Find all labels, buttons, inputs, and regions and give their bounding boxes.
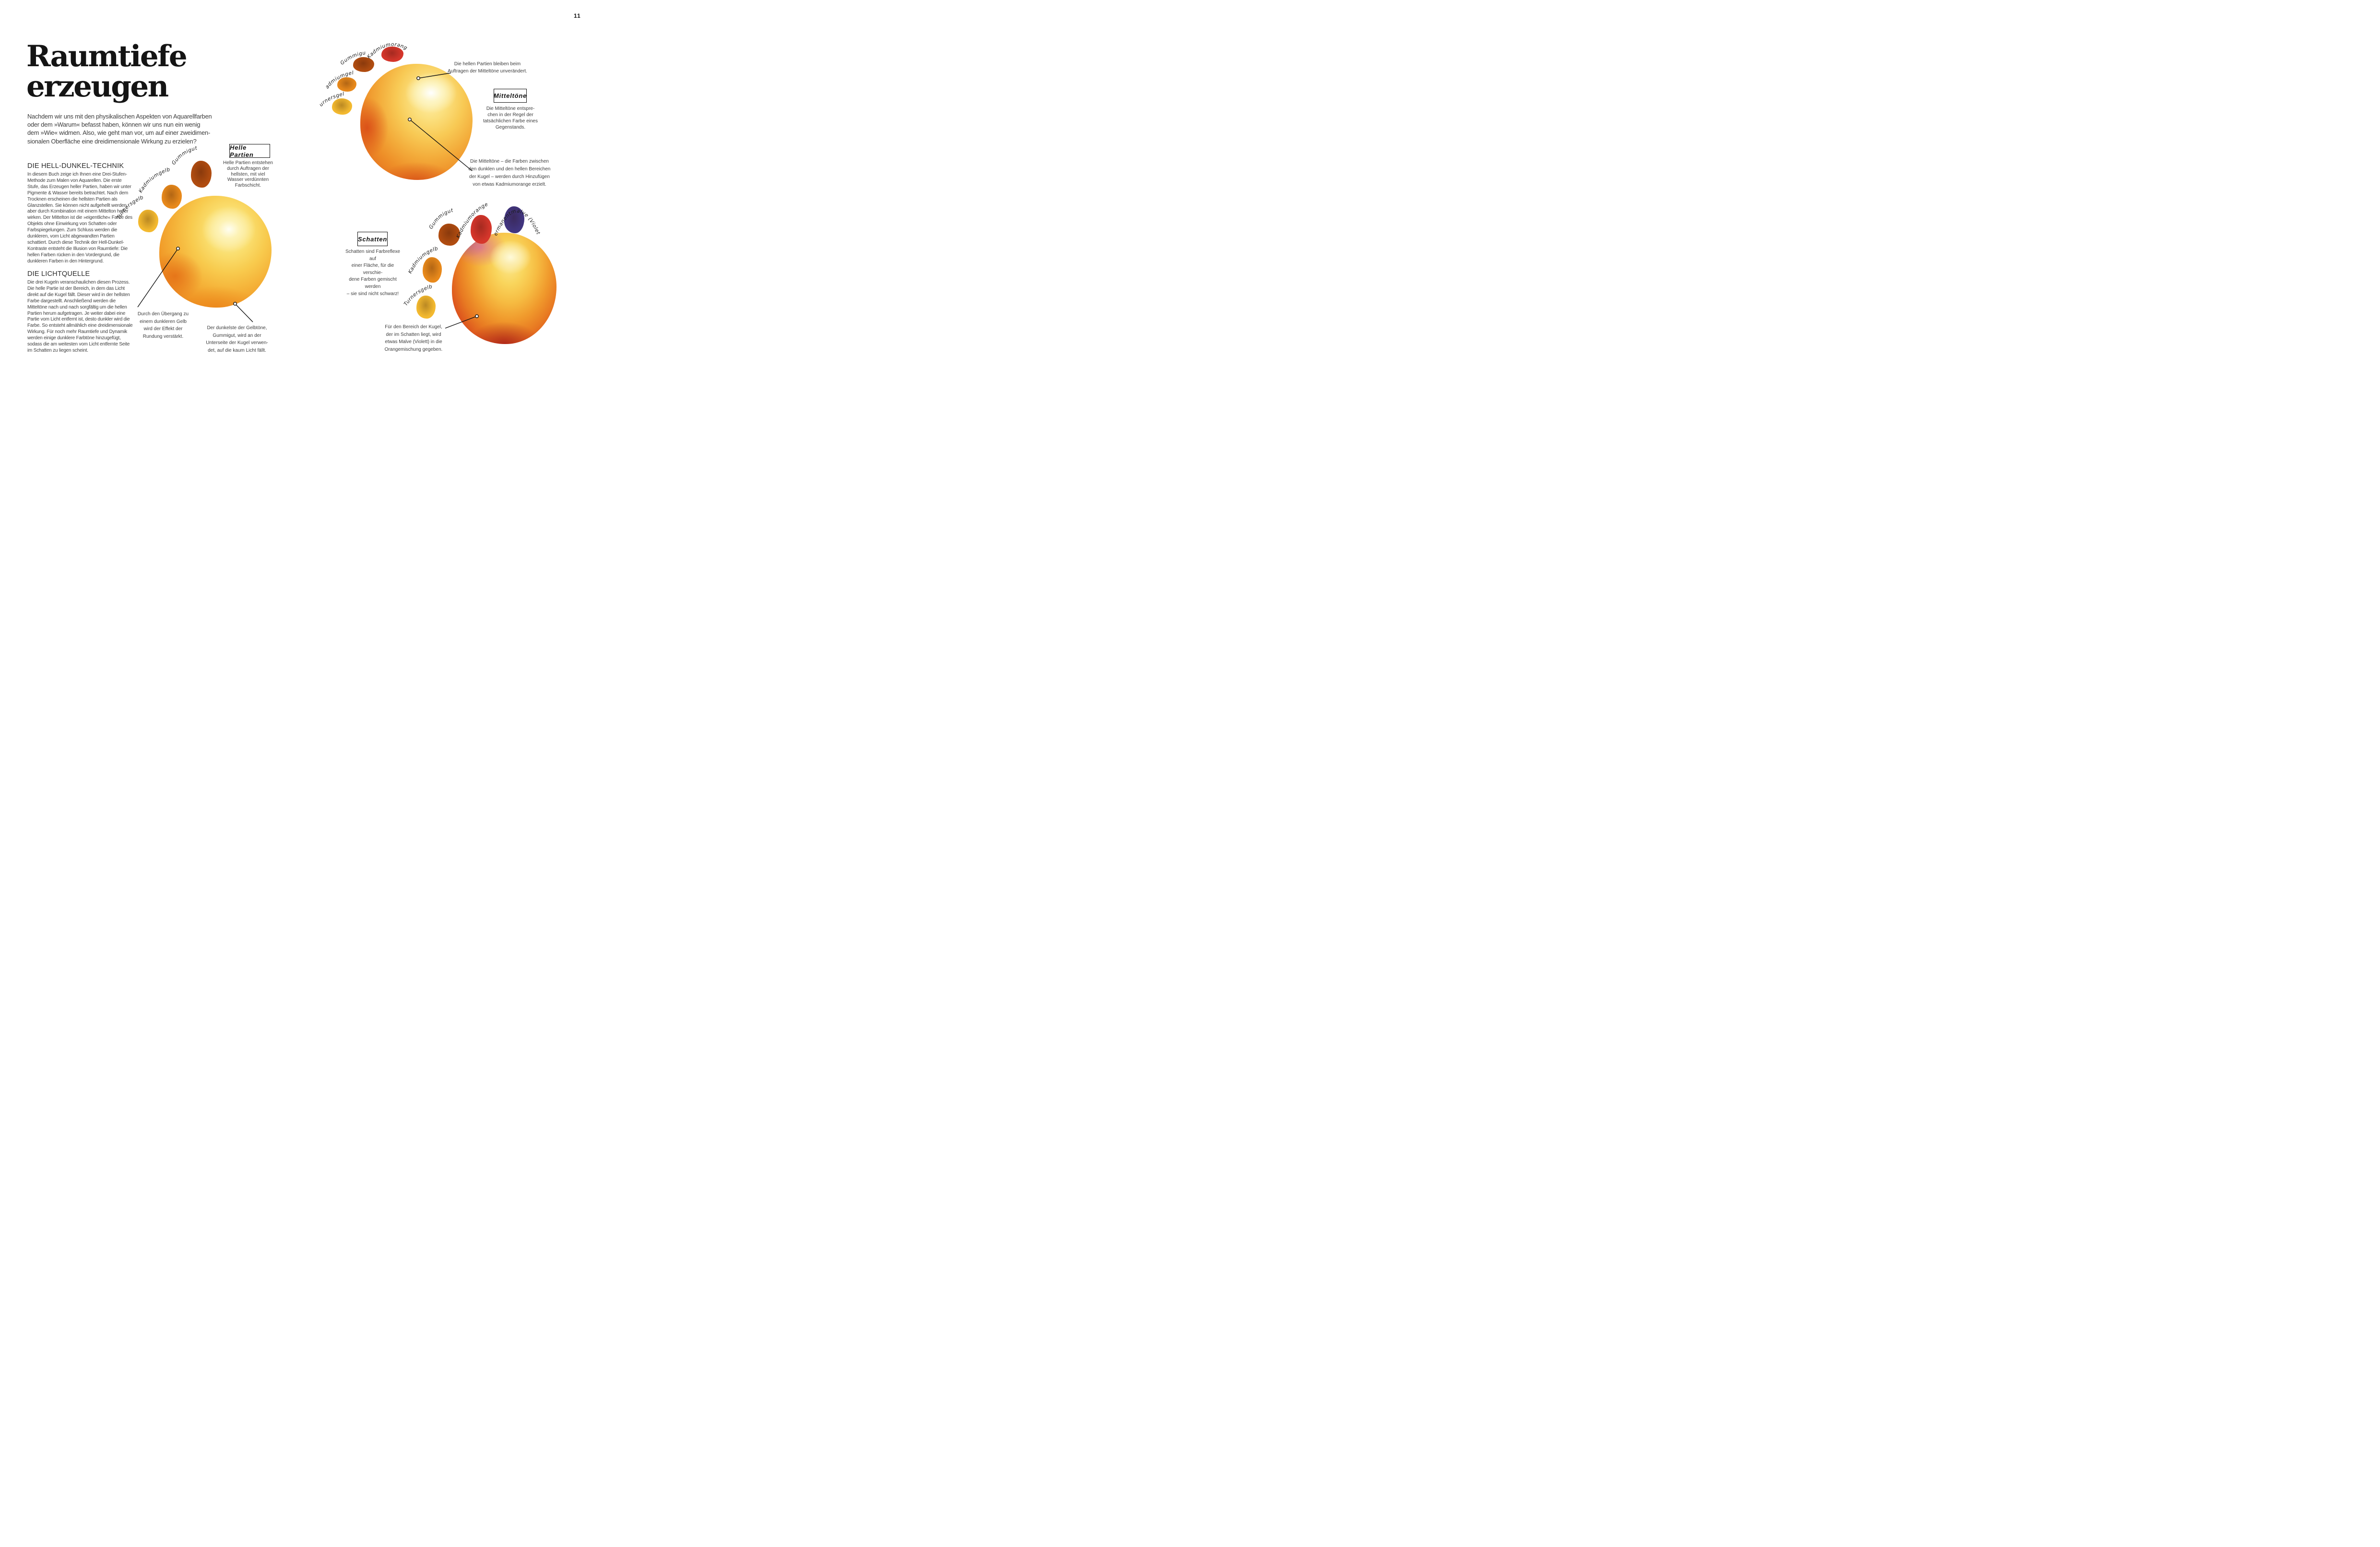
label-box-schatten: Schatten bbox=[357, 232, 388, 246]
swatch-kadmiumorange bbox=[471, 215, 492, 244]
annotation-uebergang: Durch den Übergang zu einem dunkleren Ge… bbox=[137, 311, 189, 339]
annotation-gummigut-unterseite: Der dunkelste der Gelbtöne, Gummigut, wi… bbox=[206, 325, 268, 353]
swatch-turnersgelb bbox=[416, 296, 436, 319]
label-box-mitteltoene: Mitteltöne bbox=[494, 89, 527, 103]
page-number: 11 bbox=[574, 12, 581, 19]
swatch-kadmiumorange bbox=[381, 47, 403, 62]
figure-schatten: Schatten Schatten sind Farbreflexe auf e… bbox=[0, 0, 595, 387]
swatch-gummigut bbox=[353, 57, 374, 72]
swatch-kadmiumgelb bbox=[162, 185, 182, 209]
swatch-turnersgelb bbox=[138, 210, 158, 232]
page-title: Raumtiefe erzeugen bbox=[26, 39, 188, 104]
intro-paragraph: Nachdem wir uns mit den physikalischen A… bbox=[27, 113, 212, 145]
annotation-malve-schatten: Für den Bereich der Kugel, der im Schatt… bbox=[384, 324, 443, 352]
annotation-helle-partien-bleiben: Die hellen Partien bleiben beim Auftrage… bbox=[448, 61, 527, 74]
section-body-hell-dunkel: In diesem Buch zeige ich Ihnen eine Drei… bbox=[27, 172, 132, 264]
page-title-line2: erzeugen bbox=[26, 70, 169, 104]
description-schatten: Schatten sind Farbreflexe auf einer Fläc… bbox=[345, 249, 400, 297]
swatch-turnersgelb bbox=[332, 98, 352, 115]
label-box-helle-partien: Helle Partien bbox=[229, 144, 270, 158]
annotation-kadmiumorange-mix: Die Mitteltöne – die Farben zwischen den… bbox=[468, 159, 551, 187]
section-heading-lichtquelle: DIE LICHTQUELLE bbox=[27, 270, 90, 278]
swatch-kadmiumgelb bbox=[337, 77, 356, 92]
section-body-lichtquelle: Die drei Kugeln veranschaulichen diesen … bbox=[27, 280, 133, 353]
book-page: 11 Raumtiefe erzeugen Nachdem wir uns mi… bbox=[0, 0, 595, 387]
swatch-gummigut bbox=[438, 224, 460, 246]
swatch-gummigut bbox=[191, 161, 212, 188]
section-heading-hell-dunkel: DIE HELL-DUNKEL-TECHNIK bbox=[27, 162, 124, 170]
description-mitteltoene: Die Mitteltöne entspre- chen in der Rege… bbox=[483, 106, 538, 130]
watercolor-sphere-schatten bbox=[452, 233, 557, 344]
description-helle-partien: Helle Partien entstehen durch Auftragen … bbox=[223, 160, 273, 189]
swatch-kadmiumgelb bbox=[423, 257, 442, 283]
page-title-line1: Raumtiefe bbox=[26, 39, 188, 73]
swatch-permanentmalve bbox=[504, 206, 524, 233]
